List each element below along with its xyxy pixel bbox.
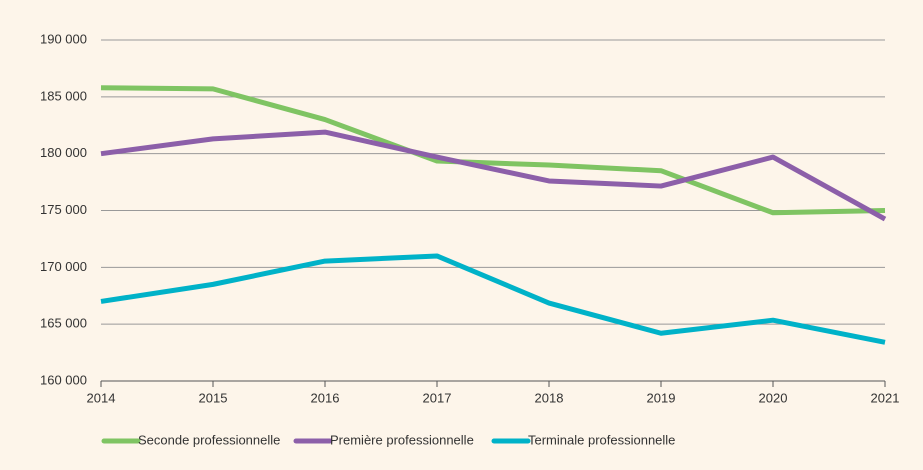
legend-label: Terminale professionnelle: [528, 432, 675, 447]
y-tick-label: 175 000: [40, 202, 87, 217]
y-tick-label: 160 000: [40, 372, 87, 387]
y-tick-label: 165 000: [40, 316, 87, 331]
series-line: [100, 253, 886, 345]
x-tick-label: 2016: [311, 390, 340, 405]
series-line: [100, 85, 886, 216]
x-tick-label: 2019: [647, 390, 676, 405]
x-tick-label: 2020: [759, 390, 788, 405]
x-tick-label: 2018: [535, 390, 564, 405]
x-tick-label: 2015: [199, 390, 228, 405]
y-tick-label: 180 000: [40, 145, 87, 160]
y-tick-label: 190 000: [40, 31, 87, 46]
legend-label: Première professionnelle: [330, 432, 474, 447]
x-tick-label: 2017: [423, 390, 452, 405]
x-tick-label: 2021: [871, 390, 900, 405]
y-tick-label: 185 000: [40, 88, 87, 103]
x-tick-label: 2014: [87, 390, 116, 405]
legend-label: Seconde professionnelle: [138, 432, 280, 447]
series-line: [100, 129, 887, 222]
y-tick-label: 170 000: [40, 259, 87, 274]
